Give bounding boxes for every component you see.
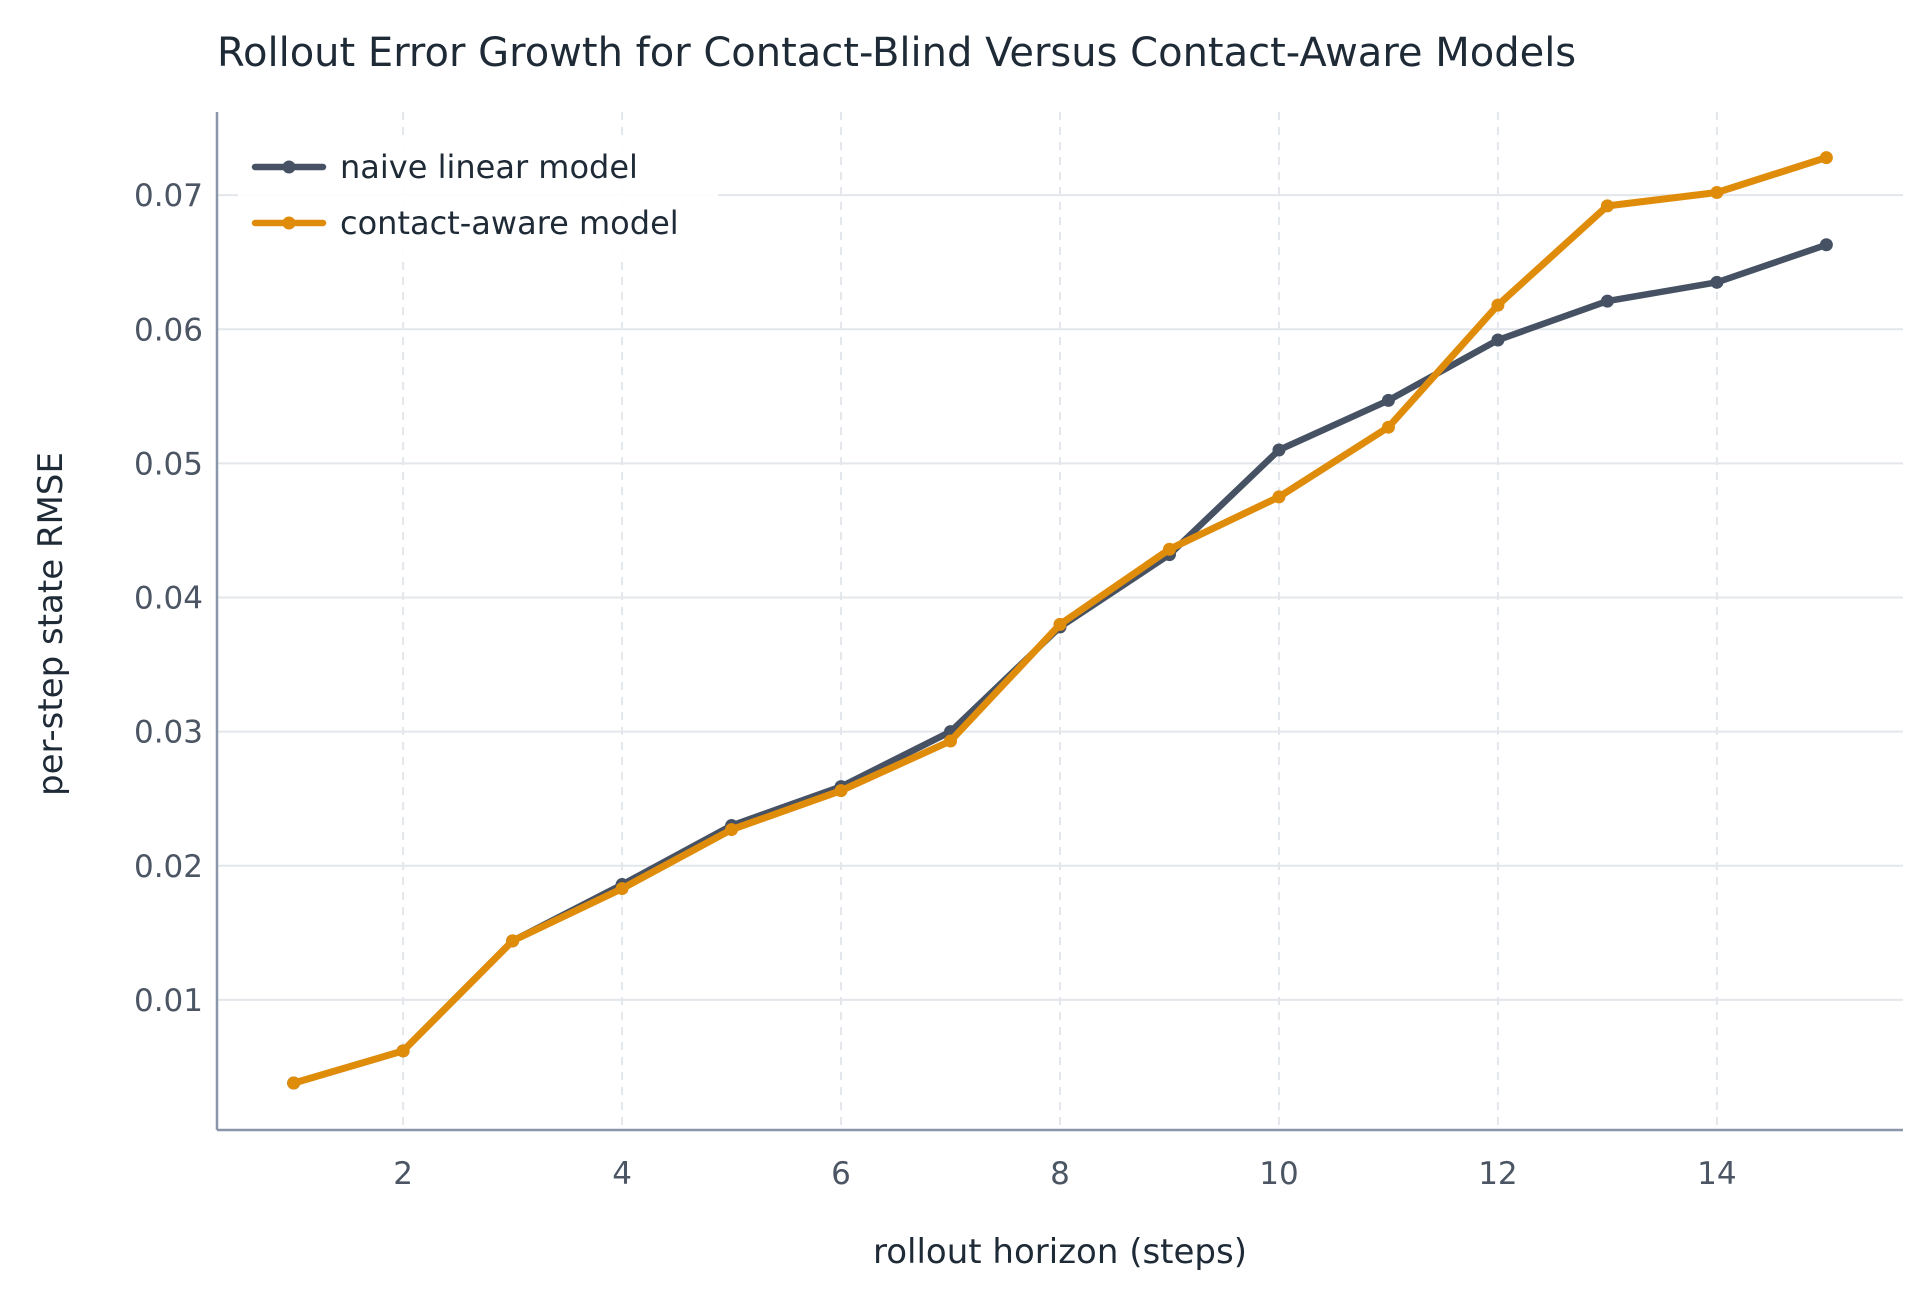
data-point <box>1272 490 1286 504</box>
data-point <box>1710 275 1724 289</box>
data-point <box>1053 617 1067 631</box>
series-group <box>287 151 1833 1090</box>
data-point <box>1162 542 1176 556</box>
data-point <box>1710 185 1724 199</box>
series-contact-aware-model <box>287 151 1833 1090</box>
y-tick-label: 0.05 <box>134 446 203 482</box>
legend-box <box>238 135 718 257</box>
y-tick-label: 0.02 <box>134 849 203 885</box>
data-point <box>1819 151 1833 165</box>
chart-title: Rollout Error Growth for Contact-Blind V… <box>217 30 1576 76</box>
series-naive-linear-model <box>287 238 1833 1090</box>
y-axis-label: per-step state RMSE <box>31 452 71 796</box>
data-point <box>1600 199 1614 213</box>
legend-item: naive linear model <box>251 148 638 186</box>
data-point <box>615 882 629 896</box>
data-point <box>396 1044 410 1058</box>
legend-marker <box>282 160 296 174</box>
legend-label: naive linear model <box>340 148 638 186</box>
data-point <box>1381 420 1395 434</box>
x-tick-label: 4 <box>612 1156 632 1192</box>
data-point <box>1600 294 1614 308</box>
x-tick-label: 10 <box>1259 1156 1298 1192</box>
data-point <box>725 823 739 837</box>
x-tick-label: 14 <box>1697 1156 1736 1192</box>
x-tick-label: 8 <box>1050 1156 1070 1192</box>
data-point <box>1272 443 1286 457</box>
y-tick-label: 0.07 <box>134 178 203 214</box>
data-point <box>1819 238 1833 252</box>
data-point <box>1491 333 1505 347</box>
data-point <box>506 934 520 948</box>
y-tick-label: 0.01 <box>134 983 203 1019</box>
x-tick-label: 6 <box>831 1156 851 1192</box>
x-tick-label: 12 <box>1478 1156 1517 1192</box>
y-tick-label: 0.06 <box>134 312 203 348</box>
data-point <box>834 784 848 798</box>
data-point <box>944 734 958 748</box>
axes <box>215 112 1903 1132</box>
legend-item: contact-aware model <box>251 204 679 242</box>
x-axis-label: rollout horizon (steps) <box>873 1232 1247 1272</box>
data-point <box>287 1076 301 1090</box>
legend: naive linear model contact-aware model <box>238 135 718 257</box>
tick-labels: 0.01 0.02 0.03 0.04 0.05 0.06 0.07 2 4 6 8 10 12 14 <box>134 178 1737 1192</box>
legend-label: contact-aware model <box>340 204 679 242</box>
data-point <box>1381 393 1395 407</box>
y-tick-label: 0.03 <box>134 715 203 751</box>
legend-marker <box>282 216 296 230</box>
data-point <box>1491 298 1505 312</box>
x-tick-label: 2 <box>393 1156 413 1192</box>
y-tick-label: 0.04 <box>134 581 203 617</box>
